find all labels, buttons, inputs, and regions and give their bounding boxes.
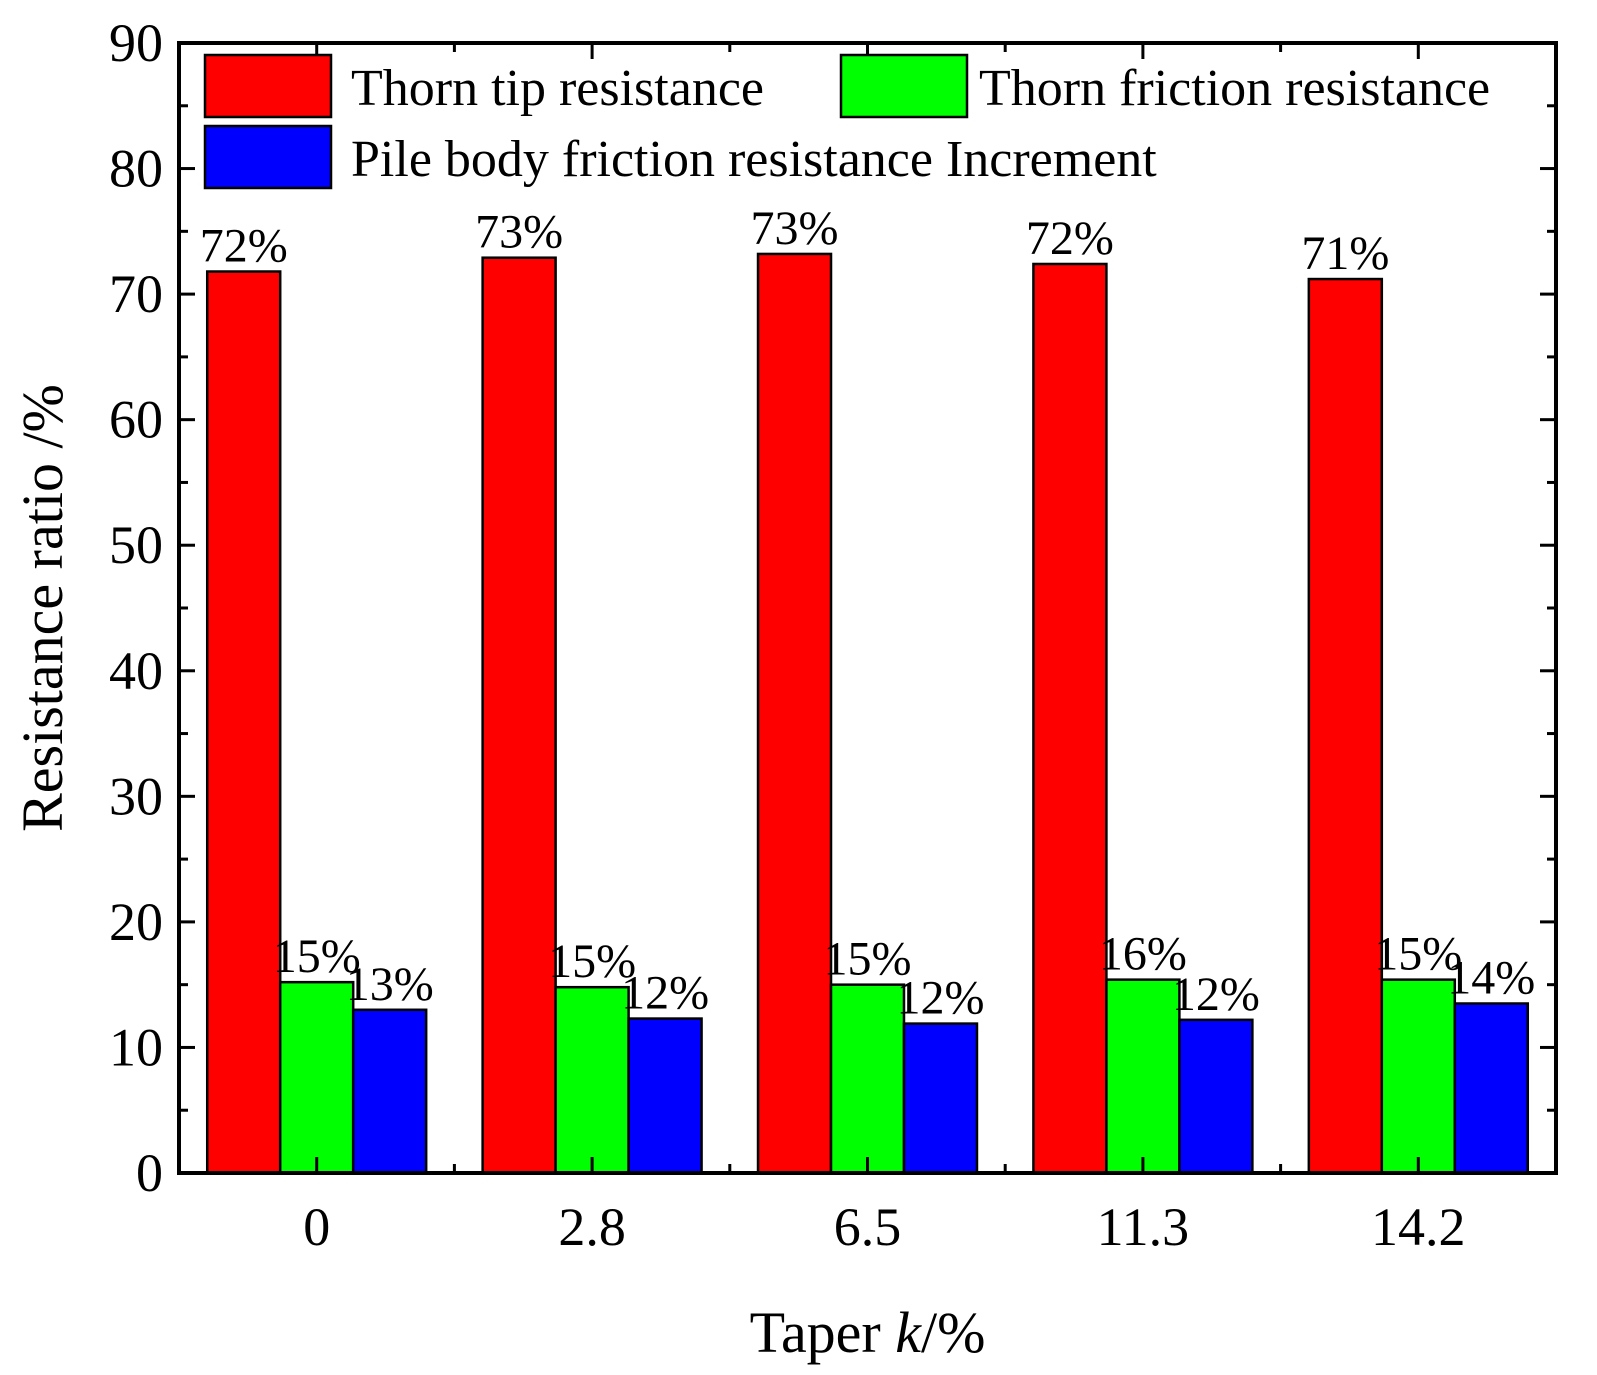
bar-pile-body-increment	[627, 1017, 703, 1175]
bar-thorn-friction	[829, 983, 906, 1175]
data-label: 72%	[200, 220, 288, 273]
y-tick-label: 0	[136, 1143, 163, 1203]
x-axis-title: Taper k/%	[750, 1300, 986, 1365]
bar-pile-body-increment	[1453, 1002, 1530, 1175]
y-tick-label: 90	[109, 13, 163, 73]
data-label: 12%	[896, 972, 984, 1025]
y-axis-title: Resistance ratio /%	[10, 384, 75, 832]
ticks-layer: 0 10 20 30 40 50 60 70 80 90 0 2.8 6.5 11.3 14.2	[109, 13, 1556, 1257]
y-tick-label: 80	[109, 139, 163, 199]
x-axis-title-variable: k	[895, 1300, 922, 1365]
bar-pile-body-increment	[1178, 1018, 1254, 1175]
data-label: 12%	[1172, 968, 1260, 1021]
bar-thorn-tip	[205, 270, 282, 1175]
bar-thorn-tip	[756, 252, 833, 1175]
legend-label: Thorn tip resistance	[351, 60, 764, 117]
bar-thorn-tip	[1032, 262, 1108, 1175]
bar-thorn-friction	[1105, 978, 1181, 1175]
y-tick-label: 60	[109, 390, 163, 450]
bar-pile-body-increment	[902, 1022, 979, 1175]
legend-swatch	[839, 53, 969, 119]
data-label: 15%	[824, 933, 912, 986]
x-tick-label: 6.5	[834, 1197, 902, 1257]
y-tick-label: 40	[109, 641, 163, 701]
data-label: 13%	[346, 958, 434, 1011]
y-tick-label: 10	[109, 1017, 163, 1077]
legend-label: Pile body friction resistance Increment	[351, 131, 1157, 188]
y-tick-label: 30	[109, 766, 163, 826]
data-label: 16%	[1099, 928, 1187, 981]
legend-swatch	[203, 124, 333, 190]
y-tick-label: 20	[109, 892, 163, 952]
bar-thorn-friction	[554, 985, 630, 1175]
data-label: 15%	[548, 935, 636, 988]
data-label: 72%	[1026, 212, 1114, 265]
data-label: 73%	[751, 202, 839, 255]
bar-thorn-tip	[1307, 277, 1384, 1175]
data-label: 14%	[1447, 952, 1535, 1005]
x-tick-label: 14.2	[1371, 1197, 1466, 1257]
data-label: 73%	[475, 206, 563, 259]
x-axis-title-prefix: Taper	[750, 1300, 896, 1365]
y-tick-label: 70	[109, 264, 163, 324]
x-tick-label: 2.8	[558, 1197, 626, 1257]
data-label: 15%	[273, 930, 361, 983]
x-tick-label: 11.3	[1097, 1197, 1190, 1257]
plot-frame	[177, 41, 1558, 1175]
legend: Thorn tip resistance Thorn friction resis…	[203, 53, 1490, 190]
y-tick-label: 50	[109, 515, 163, 575]
data-label: 15%	[1374, 928, 1462, 981]
legend-label: Thorn friction resistance	[979, 60, 1490, 117]
data-label: 71%	[1301, 227, 1389, 280]
bars-layer: 72%15%13%73%15%12%73%15%12%72%16%12%71%1…	[200, 202, 1535, 1175]
x-axis-title-suffix: /%	[921, 1300, 985, 1365]
bar-thorn-friction	[1380, 978, 1457, 1175]
legend-swatch	[203, 53, 333, 119]
bar-thorn-tip	[481, 256, 557, 1175]
data-label: 12%	[621, 967, 709, 1020]
bar-thorn-friction	[278, 980, 355, 1175]
bar-pile-body-increment	[351, 1008, 428, 1175]
x-tick-label: 0	[303, 1197, 330, 1257]
